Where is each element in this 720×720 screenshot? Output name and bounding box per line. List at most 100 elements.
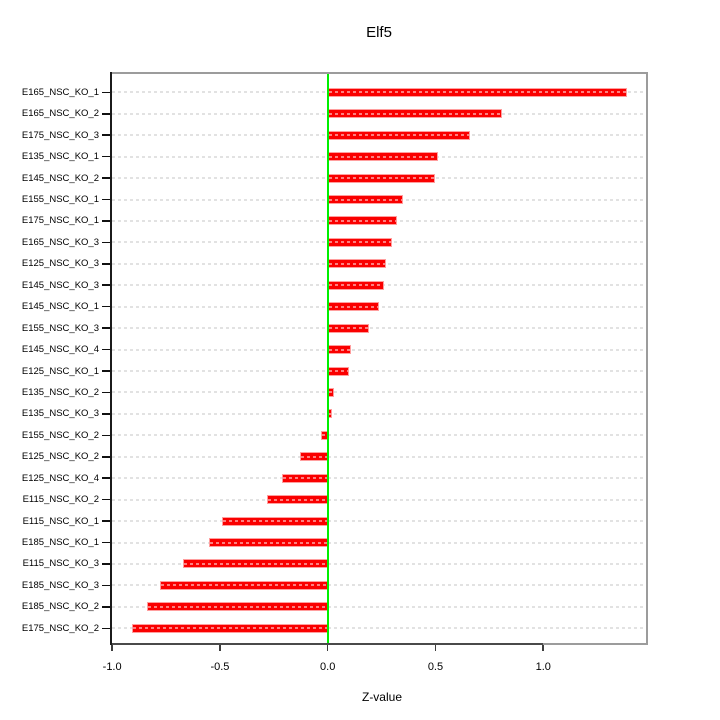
y-tick	[102, 327, 110, 329]
bar	[327, 130, 470, 140]
bar	[267, 495, 328, 505]
bar	[327, 323, 369, 333]
bar-dash-pattern	[328, 348, 351, 351]
bar	[327, 259, 386, 269]
y-tick	[102, 498, 110, 501]
bar-dash-pattern	[328, 198, 403, 201]
bar-dash-pattern	[328, 412, 331, 415]
y-tick	[102, 305, 110, 308]
y-category-label: E125_NSC_KO_3	[21, 258, 99, 270]
y-category-label: E185_NSC_KO_3	[21, 579, 99, 591]
bar-dash-pattern	[328, 327, 368, 330]
y-tick	[102, 348, 110, 351]
y-tick	[102, 584, 110, 587]
bar-dash-pattern	[328, 284, 383, 287]
bar	[327, 109, 503, 119]
y-category-label: E155_NSC_KO_2	[21, 429, 99, 441]
y-category-label: E165_NSC_KO_3	[21, 236, 99, 248]
y-category-label: E145_NSC_KO_1	[21, 301, 99, 313]
x-tick	[219, 645, 221, 651]
y-tick	[102, 220, 110, 222]
y-category-label: E175_NSC_KO_3	[21, 129, 99, 141]
bar	[183, 559, 328, 569]
y-tick	[102, 391, 110, 394]
y-category-label: E165_NSC_KO_2	[21, 108, 99, 120]
bar	[222, 516, 328, 526]
gridline	[112, 541, 646, 544]
bar-dash-pattern	[223, 520, 327, 523]
gridline	[112, 477, 646, 480]
bar	[327, 302, 380, 312]
y-tick	[102, 520, 110, 522]
gridline	[112, 327, 646, 330]
plot-border-top	[110, 72, 648, 74]
gridline	[112, 605, 646, 608]
bar	[327, 195, 404, 204]
bar-dash-pattern	[132, 627, 327, 630]
y-category-label: E145_NSC_KO_2	[21, 172, 99, 184]
y-tick	[102, 112, 110, 115]
bar	[327, 345, 352, 355]
y-category-label: E165_NSC_KO_1	[21, 86, 99, 98]
x-tick	[326, 645, 329, 651]
gridline	[112, 562, 646, 565]
bar-dash-pattern	[210, 541, 327, 544]
x-tick-label: 1.0	[535, 661, 551, 673]
x-tick	[434, 645, 437, 651]
y-tick	[102, 477, 110, 479]
bar-dash-pattern	[328, 91, 627, 94]
y-category-label: E125_NSC_KO_1	[21, 365, 99, 377]
y-tick	[102, 155, 110, 158]
bar	[327, 152, 438, 162]
gridline	[112, 498, 646, 501]
x-tick	[542, 645, 545, 651]
y-tick	[102, 241, 110, 244]
y-tick	[102, 434, 110, 437]
y-tick	[102, 134, 110, 136]
y-tick	[102, 370, 110, 372]
zero-line	[326, 72, 329, 643]
bar-dash-pattern	[322, 434, 327, 437]
bar	[327, 237, 393, 247]
y-tick	[102, 563, 110, 565]
y-category-label: E115_NSC_KO_3	[22, 558, 99, 570]
x-tick-label: 0.0	[320, 661, 336, 673]
x-tick-label: -0.5	[210, 661, 230, 673]
y-category-label: E145_NSC_KO_4	[21, 344, 99, 356]
gridline	[112, 370, 646, 373]
bar-dash-pattern	[328, 219, 396, 222]
y-tick	[102, 284, 110, 287]
x-tick-label: -1.0	[102, 661, 122, 673]
y-category-label: E155_NSC_KO_3	[21, 322, 99, 334]
bar-dash-pattern	[328, 370, 349, 373]
y-category-label: E135_NSC_KO_1	[21, 151, 99, 163]
bar-dash-pattern	[328, 134, 469, 137]
bar	[159, 580, 328, 590]
bar-dash-pattern	[328, 112, 502, 115]
gridline	[112, 348, 646, 351]
y-category-label: E145_NSC_KO_3	[21, 279, 99, 291]
bar-dash-pattern	[328, 305, 379, 308]
y-category-label: E155_NSC_KO_1	[21, 194, 99, 205]
gridline	[112, 434, 646, 437]
bar	[327, 366, 350, 376]
bar-dash-pattern	[328, 391, 334, 394]
y-tick	[102, 606, 110, 608]
gridline	[112, 412, 646, 415]
bar-dash-pattern	[283, 477, 327, 480]
y-category-label: E175_NSC_KO_2	[21, 622, 99, 634]
bar	[282, 473, 328, 483]
bar	[327, 173, 436, 183]
y-tick	[102, 455, 110, 458]
gridline	[112, 455, 646, 458]
x-tick	[111, 645, 113, 651]
plot-border-right	[646, 72, 648, 645]
bar	[327, 280, 384, 290]
bar-dash-pattern	[328, 177, 435, 180]
y-tick	[102, 263, 110, 265]
y-category-label: E175_NSC_KO_1	[21, 215, 99, 227]
bar	[131, 623, 328, 633]
y-category-label: E185_NSC_KO_2	[21, 601, 99, 613]
bar-dash-pattern	[268, 498, 327, 501]
